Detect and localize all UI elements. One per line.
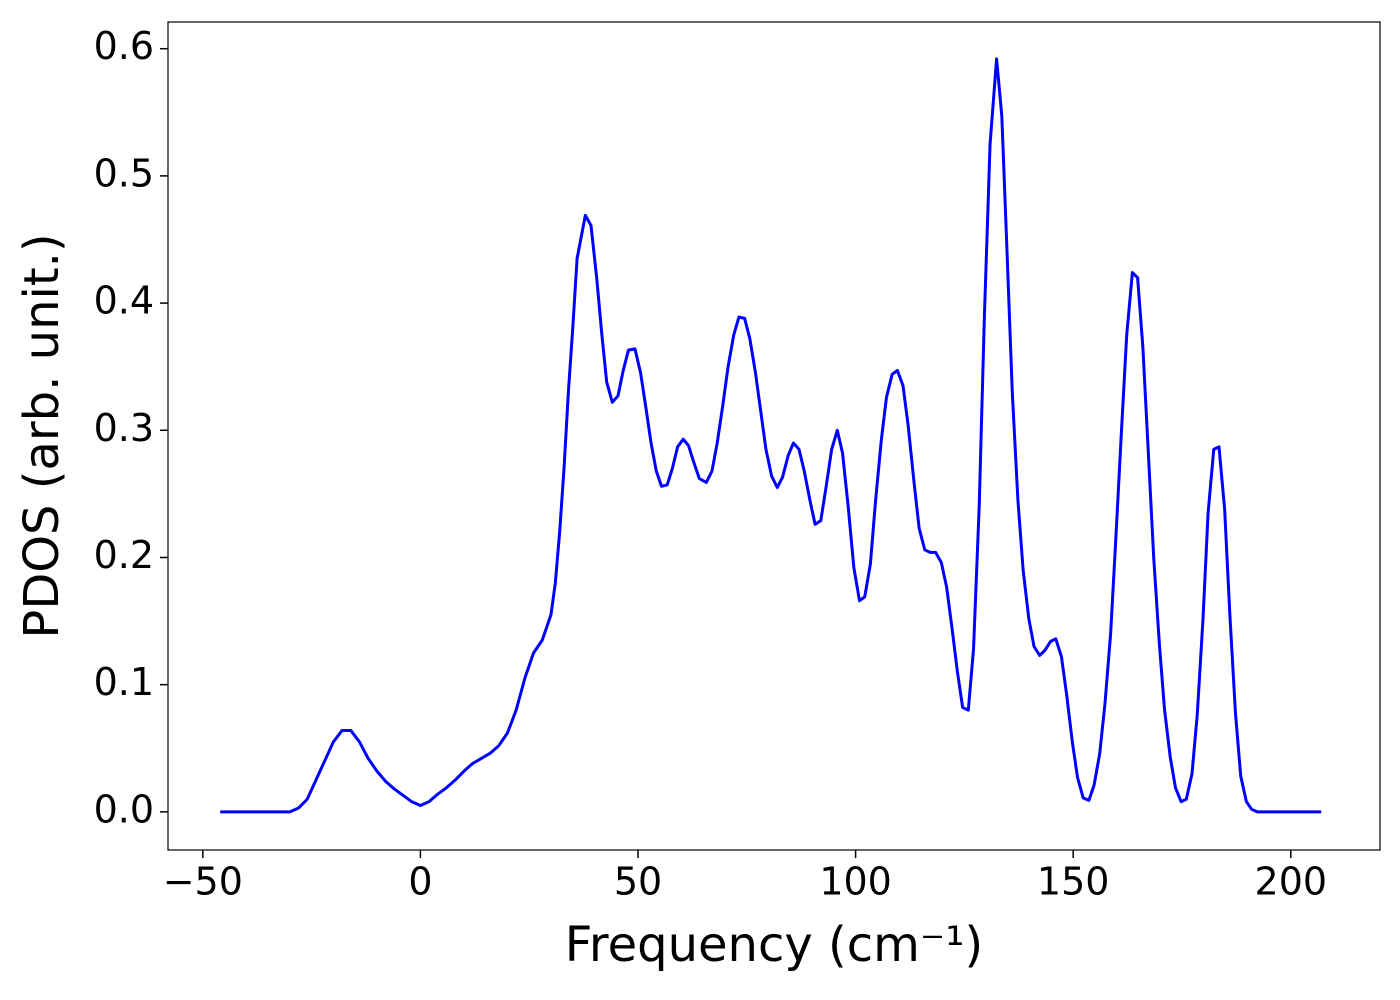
y-tick-label: 0.1 <box>94 660 154 704</box>
pdos-line <box>220 57 1322 814</box>
x-tick-label: 200 <box>1255 860 1328 904</box>
x-tick-label: 0 <box>408 860 432 904</box>
x-tick-label: 100 <box>819 860 892 904</box>
x-axis-label: Frequency (cm⁻¹) <box>565 917 983 973</box>
x-tick-label: 50 <box>614 860 662 904</box>
x-tick-label: 150 <box>1037 860 1110 904</box>
y-tick-label: 0.4 <box>94 279 154 323</box>
y-tick-label: 0.0 <box>94 787 154 831</box>
plot-frame <box>167 21 1381 851</box>
y-tick-label: 0.2 <box>94 533 154 577</box>
y-tick-label: 0.5 <box>94 151 154 195</box>
y-tick-label: 0.6 <box>94 24 154 68</box>
y-tick-label: 0.3 <box>94 406 154 450</box>
y-axis-label: PDOS (arb. unit.) <box>14 233 70 638</box>
x-tick-label: −50 <box>163 860 243 904</box>
